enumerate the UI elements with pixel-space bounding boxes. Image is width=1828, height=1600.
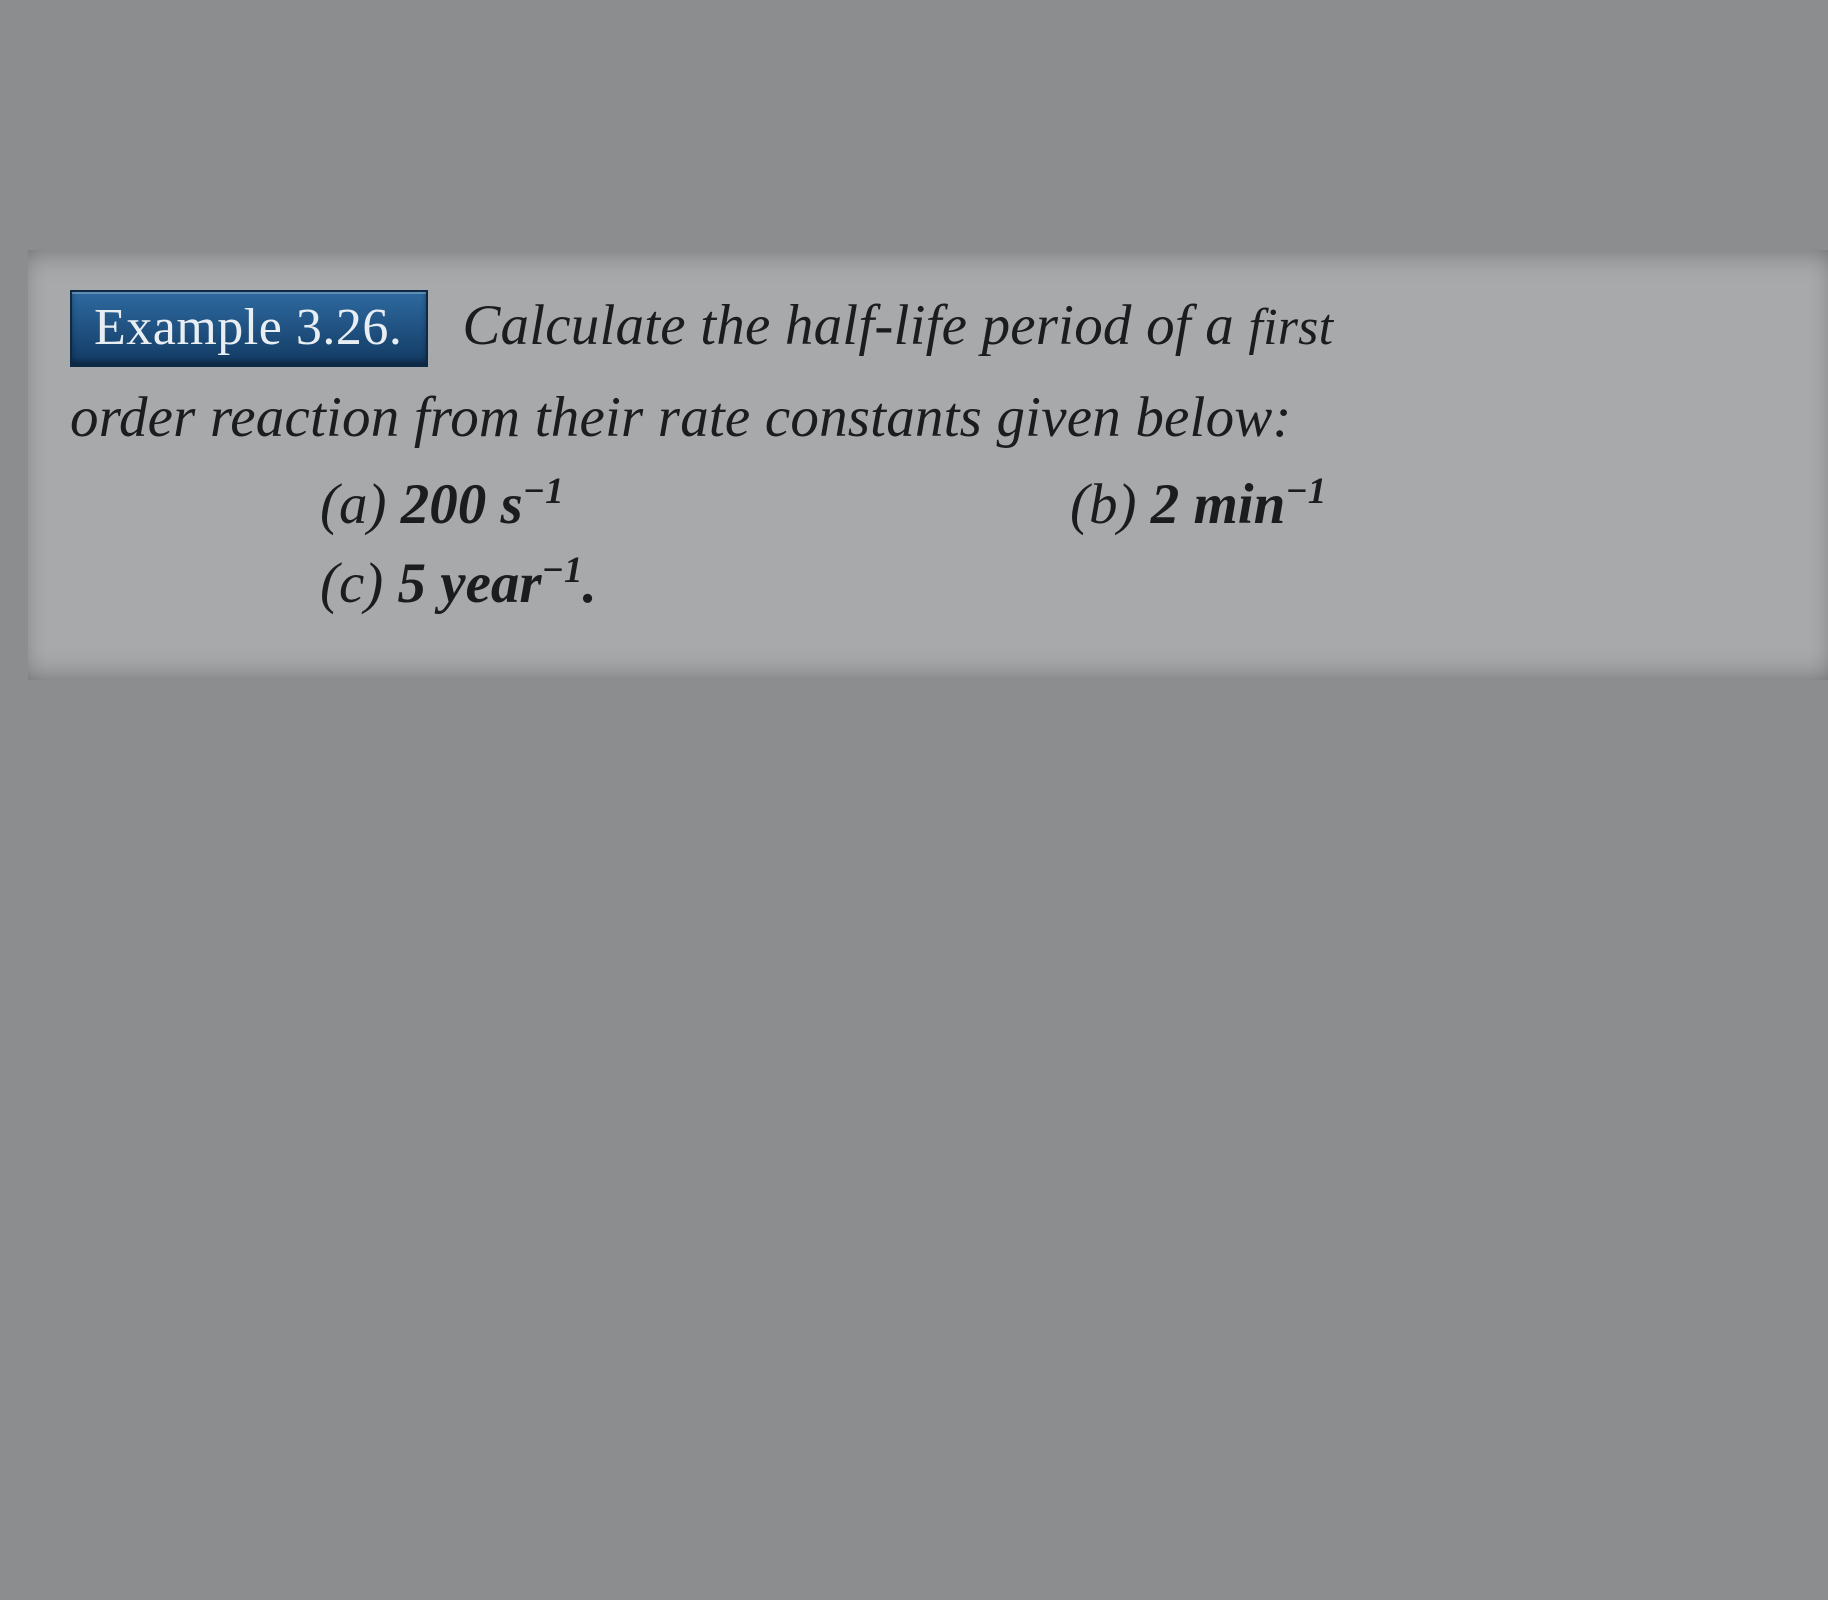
- prompt-line-1-main: Calculate the half-life period of a: [462, 294, 1234, 357]
- option-c-exponent: −1: [542, 550, 583, 591]
- option-c: (c) 5 year−1.: [320, 551, 1070, 616]
- option-c-value: 5 year−1.: [398, 552, 597, 615]
- option-a-exponent: −1: [523, 471, 564, 512]
- option-b-label: (b): [1070, 473, 1136, 536]
- option-c-label: (c): [320, 552, 383, 615]
- prompt-line-1-tail: first: [1248, 299, 1333, 356]
- prompt-line-1: Calculate the half-life period of a firs…: [462, 293, 1333, 358]
- option-c-base: 5 year: [398, 552, 542, 615]
- option-b-exponent: −1: [1285, 471, 1326, 512]
- example-heading-line: Example 3.26. Calculate the half-life pe…: [70, 290, 1808, 367]
- option-b-base: 2 min: [1151, 473, 1286, 536]
- option-a-base: 200 s: [401, 473, 523, 536]
- option-empty: [1070, 551, 1808, 616]
- option-a-label: (a): [320, 473, 386, 536]
- option-b: (b) 2 min−1: [1070, 472, 1808, 537]
- options-grid: (a) 200 s−1 (b) 2 min−1 (c) 5 year−1.: [70, 472, 1808, 616]
- textbook-excerpt: Example 3.26. Calculate the half-life pe…: [28, 250, 1828, 680]
- option-c-suffix: .: [583, 552, 597, 615]
- option-b-value: 2 min−1: [1151, 473, 1327, 536]
- prompt-line-2: order reaction from their rate constants…: [70, 385, 1808, 450]
- option-a-value: 200 s−1: [401, 473, 564, 536]
- example-number-badge: Example 3.26.: [70, 290, 428, 367]
- option-a: (a) 200 s−1: [320, 472, 1070, 537]
